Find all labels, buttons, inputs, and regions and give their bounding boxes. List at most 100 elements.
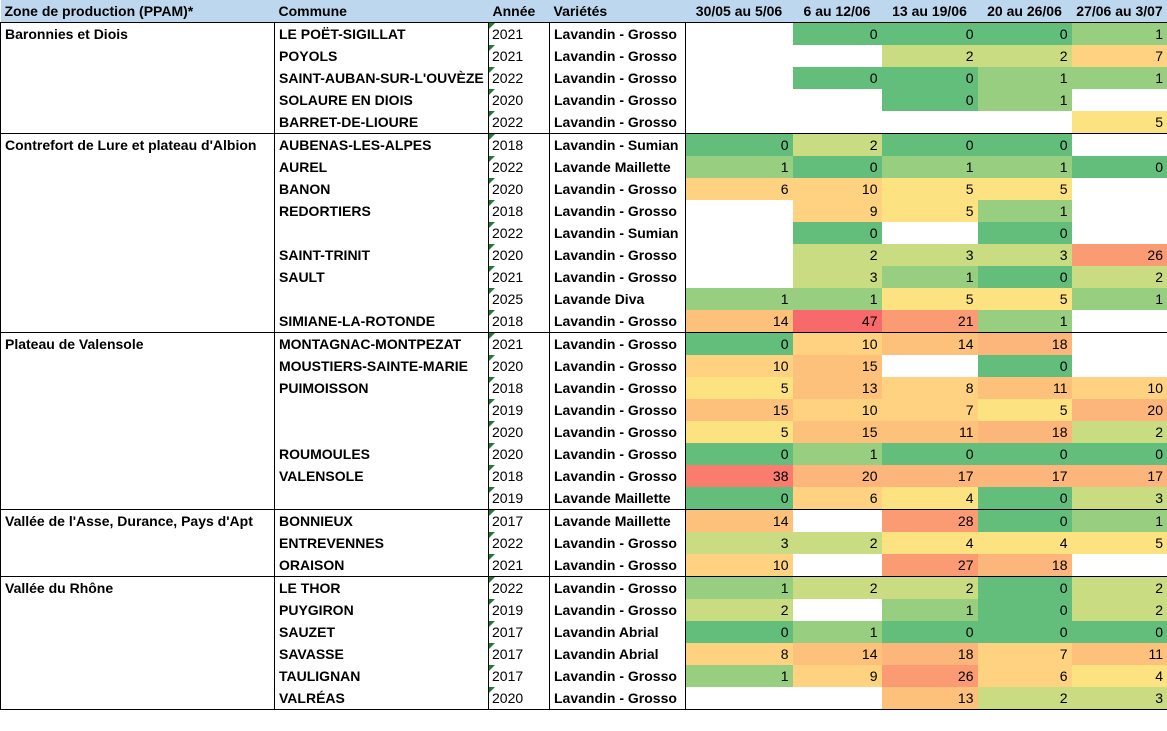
week-2-cell[interactable]: 9 xyxy=(792,665,882,687)
week-2-cell[interactable]: 1 xyxy=(792,621,882,643)
header-week-4[interactable]: 20 au 26/06 xyxy=(977,0,1072,23)
week-3-cell[interactable]: 3 xyxy=(881,244,978,266)
commune-cell[interactable]: MONTAGNAC-MONTPEZAT xyxy=(274,332,489,355)
week-3-cell[interactable]: 0 xyxy=(881,133,978,156)
annee-cell[interactable]: 2020 xyxy=(488,244,550,266)
zone-cell[interactable] xyxy=(0,67,275,89)
week-5-cell[interactable] xyxy=(1071,554,1167,577)
week-1-cell[interactable]: 1 xyxy=(685,156,793,178)
annee-cell[interactable]: 2017 xyxy=(488,665,550,687)
annee-cell[interactable]: 2025 xyxy=(488,288,550,310)
week-1-cell[interactable] xyxy=(685,22,793,45)
commune-cell[interactable]: BONNIEUX xyxy=(274,509,489,532)
zone-cell[interactable] xyxy=(0,200,275,222)
variete-cell[interactable]: Lavandin - Grosso xyxy=(549,200,686,222)
week-3-cell[interactable]: 5 xyxy=(881,200,978,222)
week-1-cell[interactable] xyxy=(685,687,793,710)
variete-cell[interactable]: Lavande Diva xyxy=(549,288,686,310)
week-3-cell[interactable]: 26 xyxy=(881,665,978,687)
week-3-cell[interactable]: 7 xyxy=(881,399,978,421)
zone-cell[interactable] xyxy=(0,288,275,310)
week-3-cell[interactable]: 27 xyxy=(881,554,978,577)
week-4-cell[interactable]: 1 xyxy=(977,310,1072,333)
week-3-cell[interactable]: 0 xyxy=(881,621,978,643)
week-1-cell[interactable]: 14 xyxy=(685,509,793,532)
week-2-cell[interactable] xyxy=(793,111,882,134)
header-week-2[interactable]: 6 au 12/06 xyxy=(792,0,882,23)
zone-cell[interactable] xyxy=(0,89,275,111)
commune-cell[interactable] xyxy=(275,487,489,510)
week-2-cell[interactable]: 15 xyxy=(792,355,882,377)
week-3-cell[interactable] xyxy=(882,355,978,377)
commune-cell[interactable]: PUIMOISSON xyxy=(279,380,369,396)
week-5-cell[interactable] xyxy=(1071,332,1167,355)
week-4-cell[interactable]: 5 xyxy=(977,288,1072,310)
week-2-cell[interactable]: 15 xyxy=(792,421,882,443)
variete-cell[interactable]: Lavandin - Sumian xyxy=(549,222,686,244)
annee-cell[interactable]: 2018 xyxy=(488,200,550,222)
week-3-cell[interactable]: 11 xyxy=(881,421,978,443)
week-3-cell[interactable]: 5 xyxy=(881,178,978,200)
variete-cell[interactable]: Lavandin - Grosso xyxy=(549,532,686,554)
week-2-cell[interactable]: 1 xyxy=(792,288,882,310)
variete-cell[interactable]: Lavandin - Grosso xyxy=(549,599,686,621)
week-3-cell[interactable]: 17 xyxy=(881,465,978,487)
week-5-cell[interactable]: 1 xyxy=(1071,509,1167,532)
variete-cell[interactable]: Lavande Maillette xyxy=(549,156,686,178)
week-5-cell[interactable]: 1 xyxy=(1071,288,1167,310)
week-1-cell[interactable]: 3 xyxy=(685,532,793,554)
variete-cell[interactable]: Lavande Maillette xyxy=(549,509,686,532)
week-5-cell[interactable]: 3 xyxy=(1071,687,1167,710)
week-2-cell[interactable]: 6 xyxy=(792,487,882,510)
commune-cell[interactable]: SIMIANE-LA-ROTONDE xyxy=(279,313,436,329)
week-4-cell[interactable]: 6 xyxy=(977,665,1072,687)
week-4-cell[interactable] xyxy=(978,111,1072,134)
week-3-cell[interactable]: 28 xyxy=(881,509,978,532)
week-5-cell[interactable] xyxy=(1071,310,1167,333)
zone-cell[interactable] xyxy=(0,621,275,643)
week-5-cell[interactable]: 2 xyxy=(1071,421,1167,443)
annee-cell[interactable]: 2019 xyxy=(488,599,550,621)
week-3-cell[interactable]: 4 xyxy=(881,487,978,510)
week-4-cell[interactable]: 18 xyxy=(977,554,1072,577)
week-5-cell[interactable]: 17 xyxy=(1071,465,1167,487)
annee-cell[interactable]: 2022 xyxy=(488,156,550,178)
week-2-cell[interactable]: 2 xyxy=(792,576,882,599)
week-4-cell[interactable]: 17 xyxy=(977,465,1072,487)
week-1-cell[interactable]: 14 xyxy=(685,310,793,333)
commune-cell[interactable] xyxy=(275,421,489,443)
commune-cell[interactable]: SAUZET xyxy=(279,624,335,640)
variete-cell[interactable]: Lavandin - Grosso xyxy=(549,687,686,710)
week-3-cell[interactable]: 21 xyxy=(881,310,978,333)
week-1-cell[interactable] xyxy=(686,266,793,288)
week-1-cell[interactable]: 38 xyxy=(685,465,793,487)
week-3-cell[interactable]: 8 xyxy=(881,377,978,399)
week-1-cell[interactable]: 1 xyxy=(685,576,793,599)
zone-cell[interactable] xyxy=(0,421,275,443)
week-2-cell[interactable]: 0 xyxy=(792,222,882,244)
week-4-cell[interactable]: 1 xyxy=(977,67,1072,89)
week-1-cell[interactable] xyxy=(686,45,793,67)
variete-cell[interactable]: Lavandin - Grosso xyxy=(549,377,686,399)
annee-cell[interactable]: 2021 xyxy=(488,266,550,288)
commune-cell[interactable]: ENTREVENNES xyxy=(279,535,385,551)
commune-cell[interactable]: REDORTIERS xyxy=(279,203,371,219)
week-4-cell[interactable]: 18 xyxy=(977,332,1072,355)
variete-cell[interactable]: Lavandin - Grosso xyxy=(549,244,686,266)
week-3-cell[interactable]: 18 xyxy=(881,643,978,665)
zone-cell[interactable] xyxy=(0,178,275,200)
week-3-cell[interactable]: 0 xyxy=(881,89,978,111)
week-4-cell[interactable]: 0 xyxy=(977,133,1072,156)
week-4-cell[interactable]: 0 xyxy=(977,443,1072,465)
annee-cell[interactable]: 2021 xyxy=(488,554,550,577)
annee-cell[interactable]: 2018 xyxy=(488,377,550,399)
zone-cell[interactable] xyxy=(0,377,275,399)
week-5-cell[interactable] xyxy=(1071,178,1167,200)
week-3-cell[interactable]: 0 xyxy=(881,22,978,45)
annee-cell[interactable]: 2020 xyxy=(488,421,550,443)
week-1-cell[interactable] xyxy=(686,200,793,222)
week-2-cell[interactable]: 3 xyxy=(792,266,882,288)
commune-cell[interactable]: AUBENAS-LES-ALPES xyxy=(274,133,489,156)
week-3-cell[interactable]: 5 xyxy=(881,288,978,310)
week-3-cell[interactable]: 0 xyxy=(881,443,978,465)
